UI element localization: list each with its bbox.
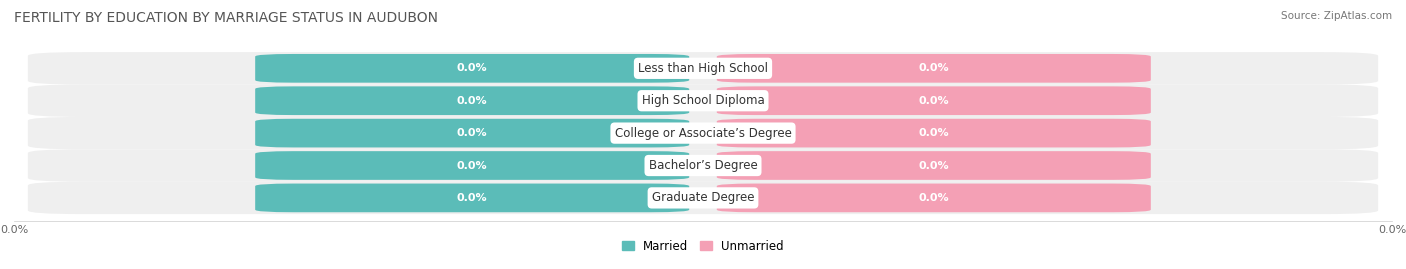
Text: 0.0%: 0.0%	[918, 128, 949, 138]
FancyBboxPatch shape	[28, 182, 1378, 214]
Text: FERTILITY BY EDUCATION BY MARRIAGE STATUS IN AUDUBON: FERTILITY BY EDUCATION BY MARRIAGE STATU…	[14, 11, 439, 25]
Text: 0.0%: 0.0%	[457, 193, 488, 203]
FancyBboxPatch shape	[256, 151, 689, 180]
FancyBboxPatch shape	[717, 86, 1152, 115]
Text: Bachelor’s Degree: Bachelor’s Degree	[648, 159, 758, 172]
FancyBboxPatch shape	[717, 54, 1152, 83]
FancyBboxPatch shape	[28, 84, 1378, 117]
FancyBboxPatch shape	[717, 119, 1152, 147]
FancyBboxPatch shape	[256, 119, 689, 147]
FancyBboxPatch shape	[717, 183, 1152, 212]
FancyBboxPatch shape	[28, 149, 1378, 182]
Text: College or Associate’s Degree: College or Associate’s Degree	[614, 127, 792, 140]
Text: Source: ZipAtlas.com: Source: ZipAtlas.com	[1281, 11, 1392, 21]
Text: 0.0%: 0.0%	[918, 161, 949, 171]
FancyBboxPatch shape	[256, 54, 689, 83]
Text: High School Diploma: High School Diploma	[641, 94, 765, 107]
Text: 0.0%: 0.0%	[457, 63, 488, 73]
Text: 0.0%: 0.0%	[918, 63, 949, 73]
FancyBboxPatch shape	[256, 183, 689, 212]
FancyBboxPatch shape	[256, 86, 689, 115]
FancyBboxPatch shape	[717, 151, 1152, 180]
Text: Less than High School: Less than High School	[638, 62, 768, 75]
FancyBboxPatch shape	[28, 52, 1378, 84]
Text: 0.0%: 0.0%	[918, 193, 949, 203]
Text: Graduate Degree: Graduate Degree	[652, 192, 754, 204]
FancyBboxPatch shape	[28, 117, 1378, 149]
Legend: Married, Unmarried: Married, Unmarried	[621, 240, 785, 253]
Text: 0.0%: 0.0%	[457, 96, 488, 106]
Text: 0.0%: 0.0%	[457, 128, 488, 138]
Text: 0.0%: 0.0%	[457, 161, 488, 171]
Text: 0.0%: 0.0%	[918, 96, 949, 106]
